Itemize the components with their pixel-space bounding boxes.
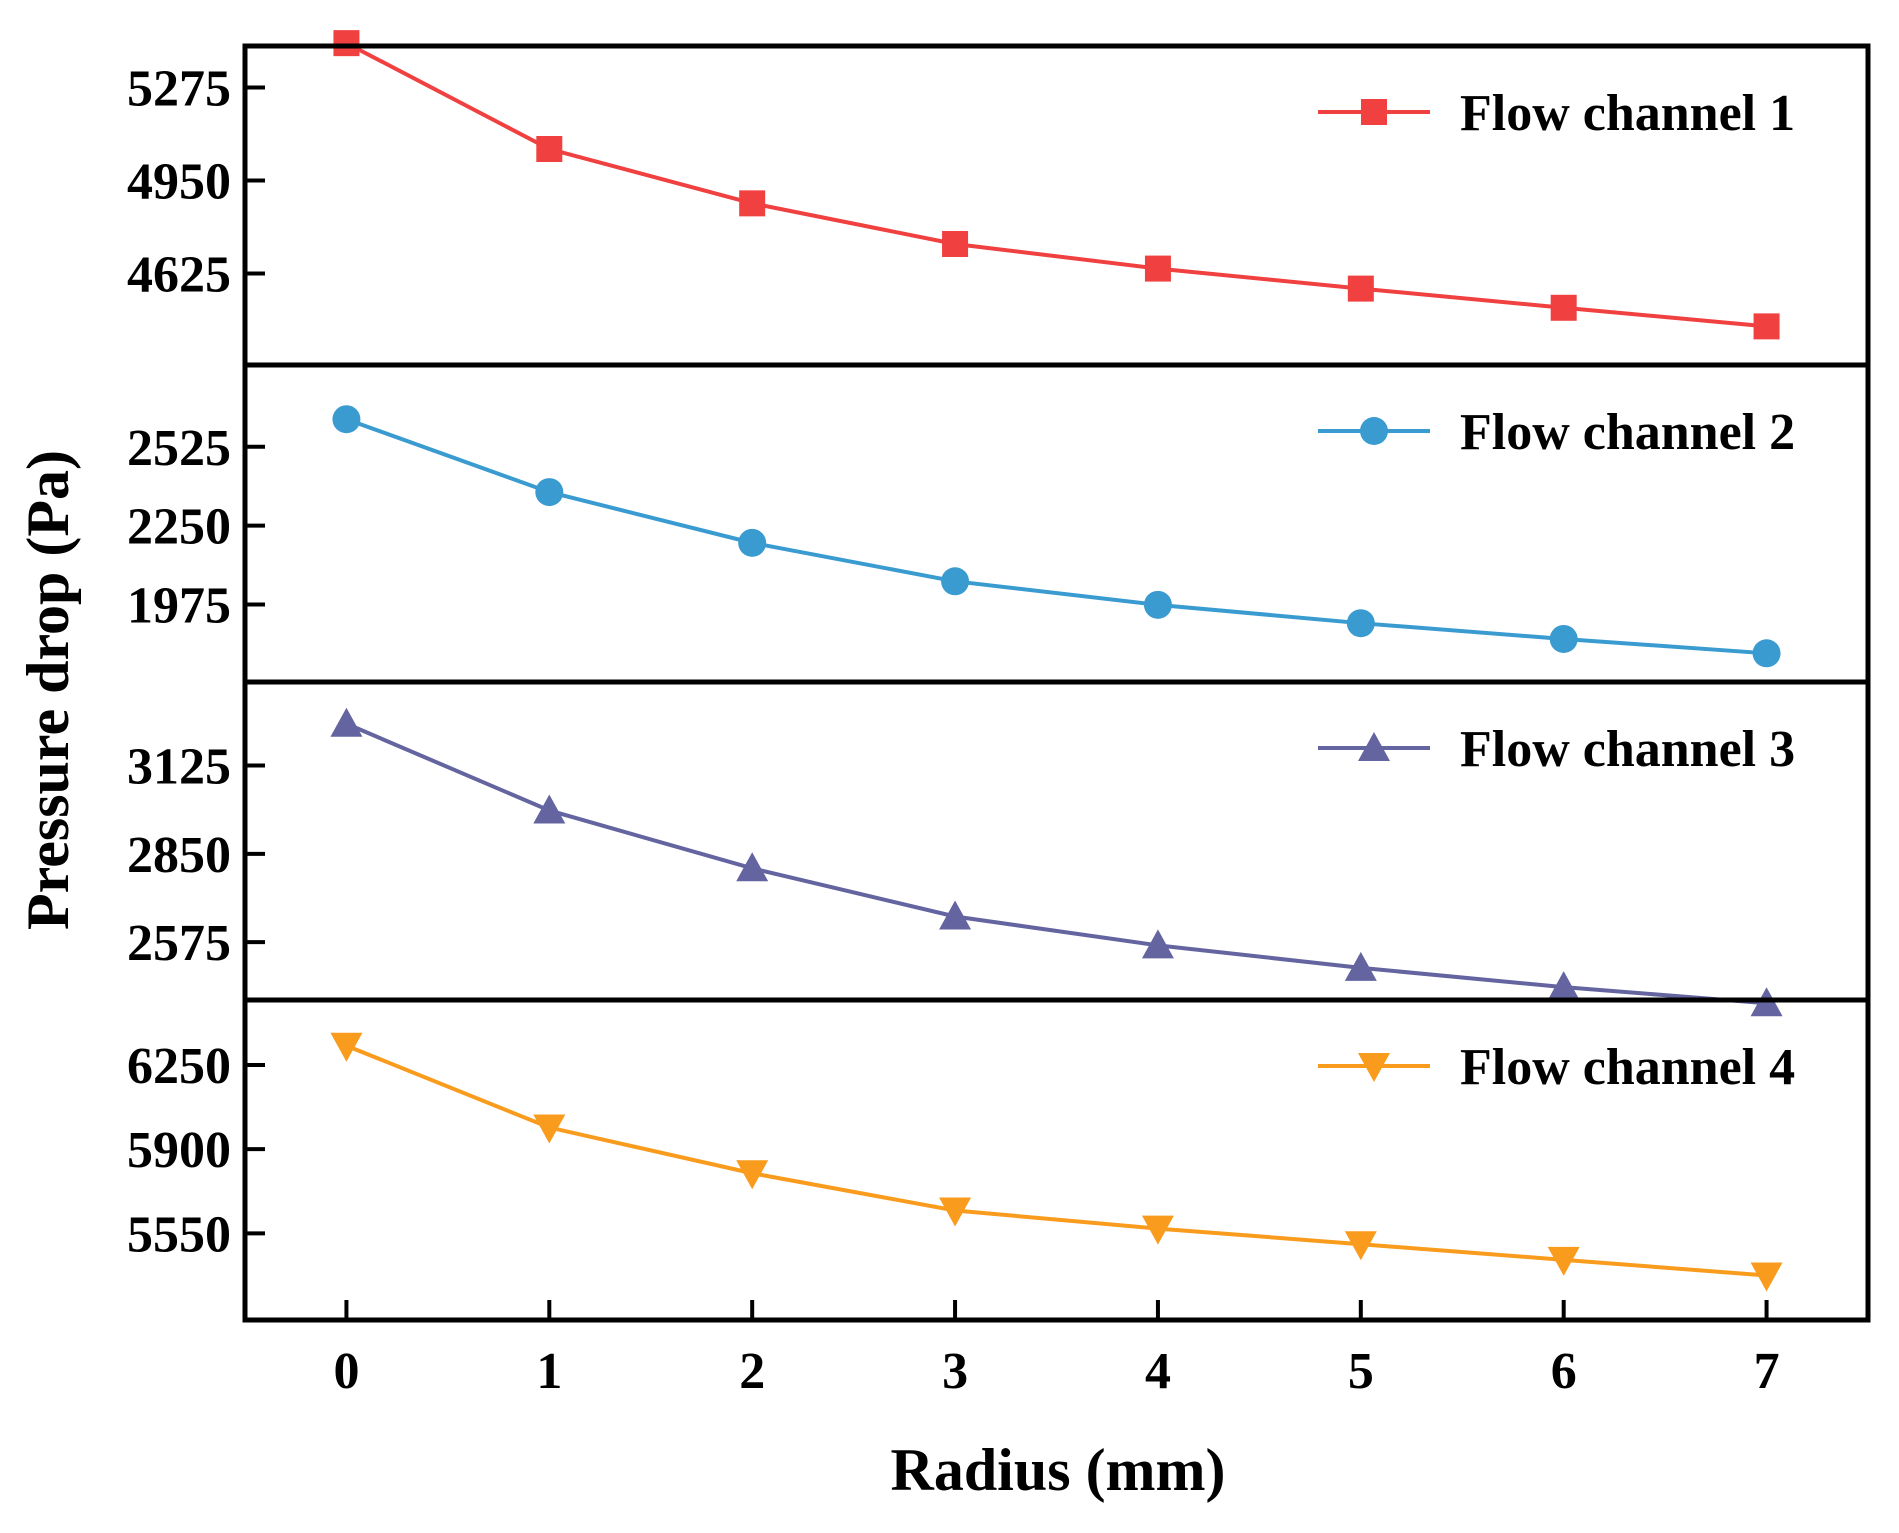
data-point [1344,951,1377,981]
x-axis-title: Radius (mm) [890,1437,1225,1503]
data-point [533,1114,566,1144]
legend-marker [1358,1053,1390,1082]
data-point [333,30,360,57]
y-tick-label: 1975 [127,578,231,635]
data-point [1750,1262,1783,1292]
y-tick-label: 4625 [127,246,231,303]
y-tick-label: 5550 [127,1206,231,1263]
y-axis-title: Pressure drop (Pa) [15,450,81,930]
legend-marker [1360,417,1388,445]
x-tick-label: 0 [333,1343,359,1400]
data-point [332,405,361,434]
legend-3: Flow channel 3 [1318,721,1795,778]
panel-frame [242,997,1871,1323]
x-tick-label: 3 [942,1343,968,1400]
legend-label: Flow channel 3 [1460,721,1795,778]
legend-label: Flow channel 1 [1460,85,1795,142]
y-tick-label: 3125 [127,739,231,796]
data-point [1550,294,1577,321]
data-point [941,567,970,596]
y-tick-label: 2575 [127,915,231,972]
y-tick-label: 5900 [127,1122,231,1179]
series-line-4 [345,1043,1767,1278]
y-tick-label: 5275 [127,60,231,117]
data-point [939,900,972,930]
x-tick-label: 1 [536,1343,562,1400]
y-tick-label: 6250 [127,1038,231,1095]
data-point [1143,590,1172,619]
data-point [330,707,363,737]
data-point [1549,624,1578,653]
data-point [736,852,769,882]
x-tick-label: 4 [1145,1343,1171,1400]
data-point [1346,609,1375,638]
data-point [939,1197,972,1227]
legend-marker [1361,99,1387,125]
data-point [942,230,969,257]
data-point [739,190,766,217]
legend-label: Flow channel 2 [1460,404,1795,461]
data-point [1547,971,1580,1001]
y-tick-label: 4950 [127,153,231,210]
x-tick-label: 5 [1348,1343,1374,1400]
series-line-3 [345,721,1767,1006]
data-point [738,528,767,557]
legend-1: Flow channel 1 [1318,85,1795,142]
data-point [1141,1215,1174,1245]
data-point [1141,929,1174,959]
y-tick-label: 2525 [127,420,231,477]
legend-4: Flow channel 4 [1318,1039,1795,1096]
y-tick-label: 2250 [127,499,231,556]
data-point [535,478,564,507]
data-point [736,1160,769,1190]
data-point [533,794,566,824]
data-point [1547,1246,1580,1276]
data-point [1752,639,1781,668]
data-point [330,1032,363,1062]
panel-4: 5550 5900 6250 Flow channel 4 [127,997,1871,1323]
panel-1: 4625 4950 5275 Flow channel 1 [127,30,1871,368]
data-point [536,135,563,162]
data-point [1344,1231,1377,1261]
y-tick-label: 2850 [127,827,231,884]
x-tick-label: 6 [1551,1343,1577,1400]
legend-label: Flow channel 4 [1460,1039,1795,1096]
panel-3: 2575 2850 3125 Flow channel 3 [127,679,1871,1017]
data-point [1347,275,1374,302]
data-point [1144,255,1171,282]
legend-2: Flow channel 2 [1318,404,1795,461]
series-line-2 [345,417,1767,656]
x-tick-label: 7 [1754,1343,1780,1400]
series-line-1 [345,41,1767,329]
legend-marker [1358,732,1390,761]
x-tick-label: 2 [739,1343,765,1400]
data-point [1753,313,1780,340]
panel-2: 1975 2250 2525 Flow channel 2 [127,362,1871,685]
